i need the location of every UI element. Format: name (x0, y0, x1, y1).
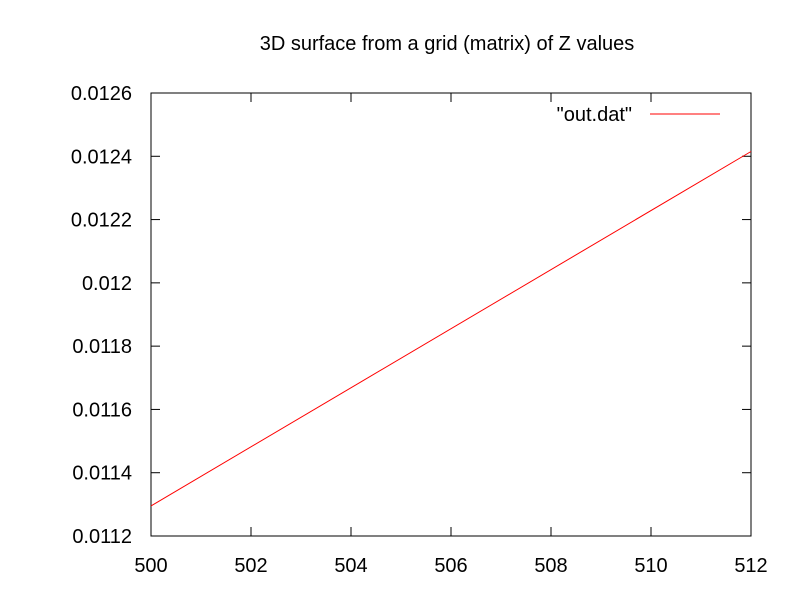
x-axis: 500 502 504 506 508 510 512 (134, 93, 768, 577)
x-tick-label: 508 (534, 555, 567, 577)
series-line-0 (150, 151, 752, 507)
x-tick-label: 506 (434, 555, 467, 577)
x-tick-label: 504 (334, 555, 367, 577)
y-tick-label: 0.0118 (72, 336, 132, 358)
x-tick-label: 500 (134, 555, 167, 577)
y-tick-label: 0.0122 (71, 210, 132, 232)
y-tick-label: 0.0124 (71, 146, 132, 168)
x-tick-label: 512 (734, 555, 767, 577)
y-tick-label: 0.0114 (72, 463, 132, 485)
x-tick-label: 510 (634, 555, 667, 577)
plot-frame (150, 92, 752, 537)
series-layer (150, 151, 752, 507)
legend-label: "out.dat" (557, 104, 632, 126)
y-tick-label: 0.012 (82, 273, 132, 295)
x-tick-label: 502 (234, 555, 267, 577)
chart-title: 3D surface from a grid (matrix) of Z val… (260, 33, 635, 55)
y-tick-label: 0.0116 (72, 399, 132, 421)
y-axis: 0.0112 0.0114 0.0116 0.0118 0.012 0.0122 0.012… (71, 83, 751, 548)
legend: "out.dat" (557, 104, 720, 126)
y-tick-label: 0.0126 (71, 83, 132, 105)
y-tick-label: 0.0112 (72, 526, 132, 548)
